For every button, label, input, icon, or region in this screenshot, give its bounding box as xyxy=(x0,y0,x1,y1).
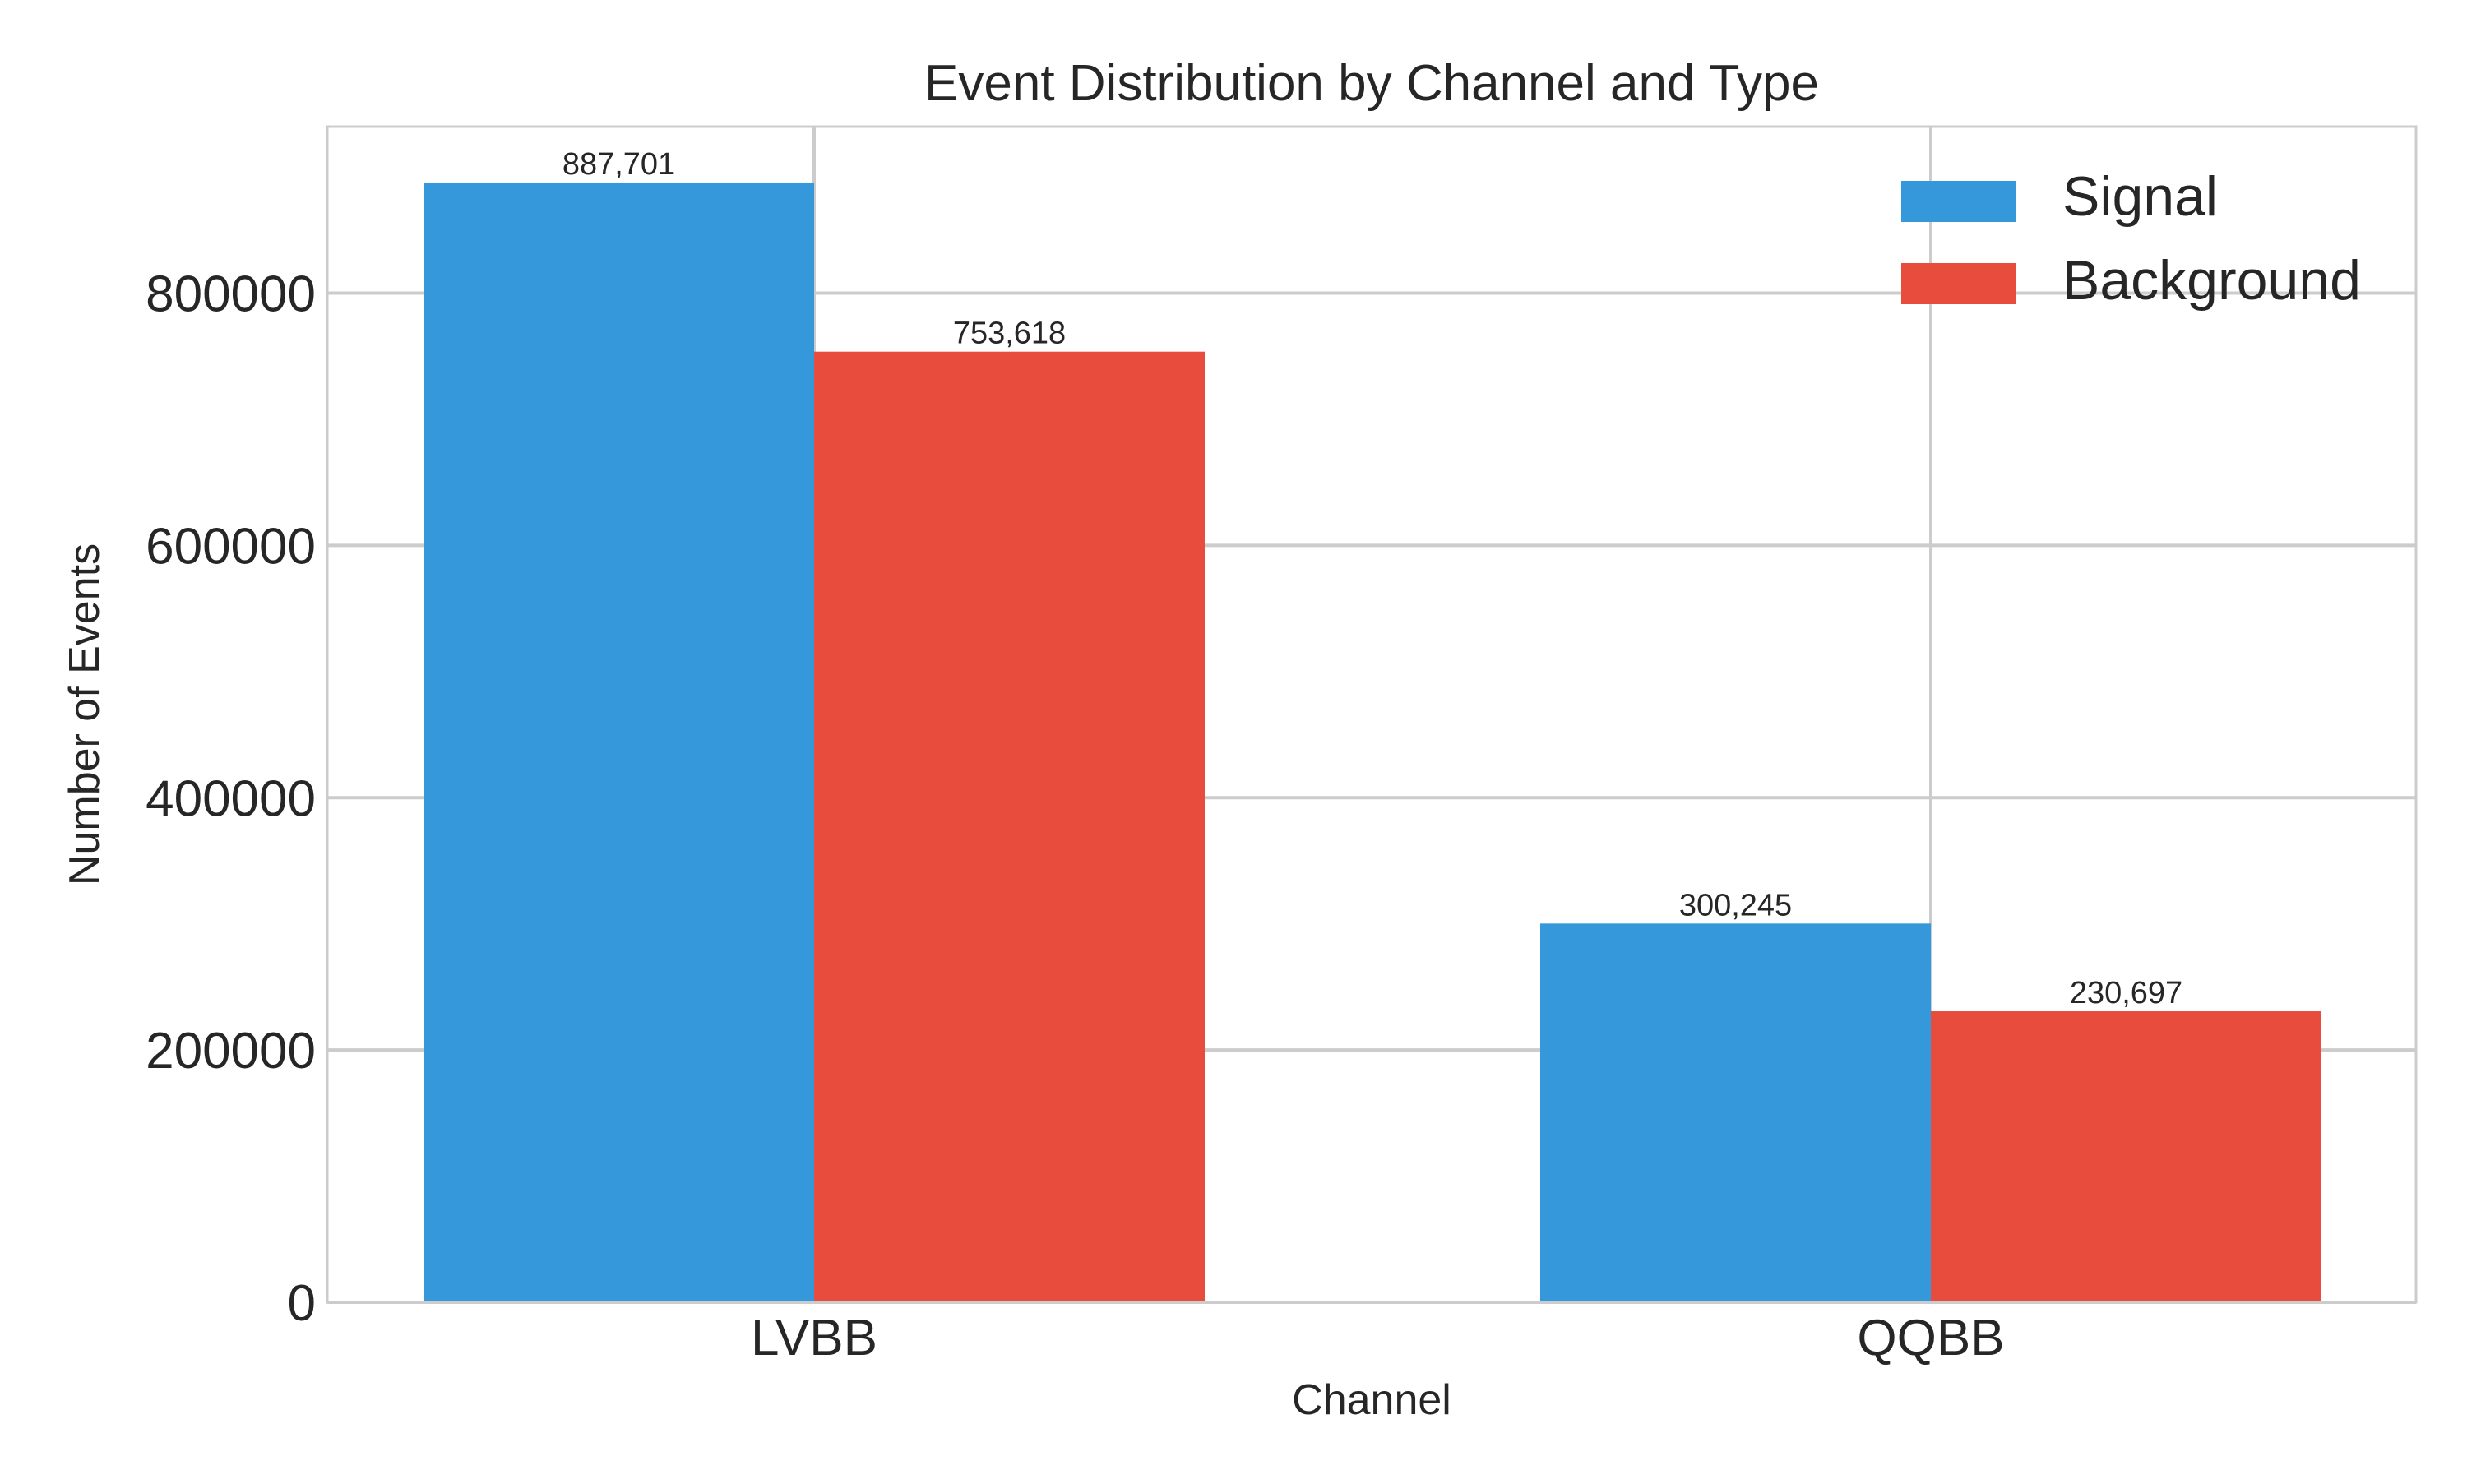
x-tick-label: QQBB xyxy=(1857,1310,2004,1366)
y-tick-labels: 0 200000 400000 600000 800000 xyxy=(146,266,316,1332)
x-tick-labels: LVBB QQBB xyxy=(751,1310,2005,1366)
legend-swatch-background xyxy=(1901,263,2016,304)
y-tick-label: 0 xyxy=(288,1275,316,1332)
data-labels: 887,701 300,245 753,618 230,697 xyxy=(562,147,2182,1010)
y-tick-label: 600000 xyxy=(146,518,316,575)
bar-background-lvbb xyxy=(814,351,1205,1302)
bar-signal-qqbb xyxy=(1540,923,1931,1302)
legend-swatch-signal xyxy=(1901,181,2016,222)
data-label: 230,697 xyxy=(2070,976,2182,1010)
data-label: 300,245 xyxy=(1679,888,1792,922)
bars xyxy=(424,182,2321,1303)
data-label: 753,618 xyxy=(953,317,1066,351)
y-tick-label: 400000 xyxy=(146,770,316,827)
legend-label-signal: Signal xyxy=(2062,165,2218,228)
y-tick-label: 200000 xyxy=(146,1023,316,1079)
x-axis-label: Channel xyxy=(1292,1376,1451,1424)
y-axis-label: Number of Events xyxy=(61,543,109,885)
bar-signal-lvbb xyxy=(424,182,814,1303)
legend-label-background: Background xyxy=(2062,249,2361,312)
chart-title: Event Distribution by Channel and Type xyxy=(924,55,1819,112)
bar-background-qqbb xyxy=(1931,1011,2321,1302)
plot-frame xyxy=(326,125,2418,1304)
legend: Signal Background xyxy=(1901,165,2361,312)
y-tick-label: 800000 xyxy=(146,266,316,323)
x-tick-label: LVBB xyxy=(751,1310,877,1366)
data-label: 887,701 xyxy=(562,147,675,182)
